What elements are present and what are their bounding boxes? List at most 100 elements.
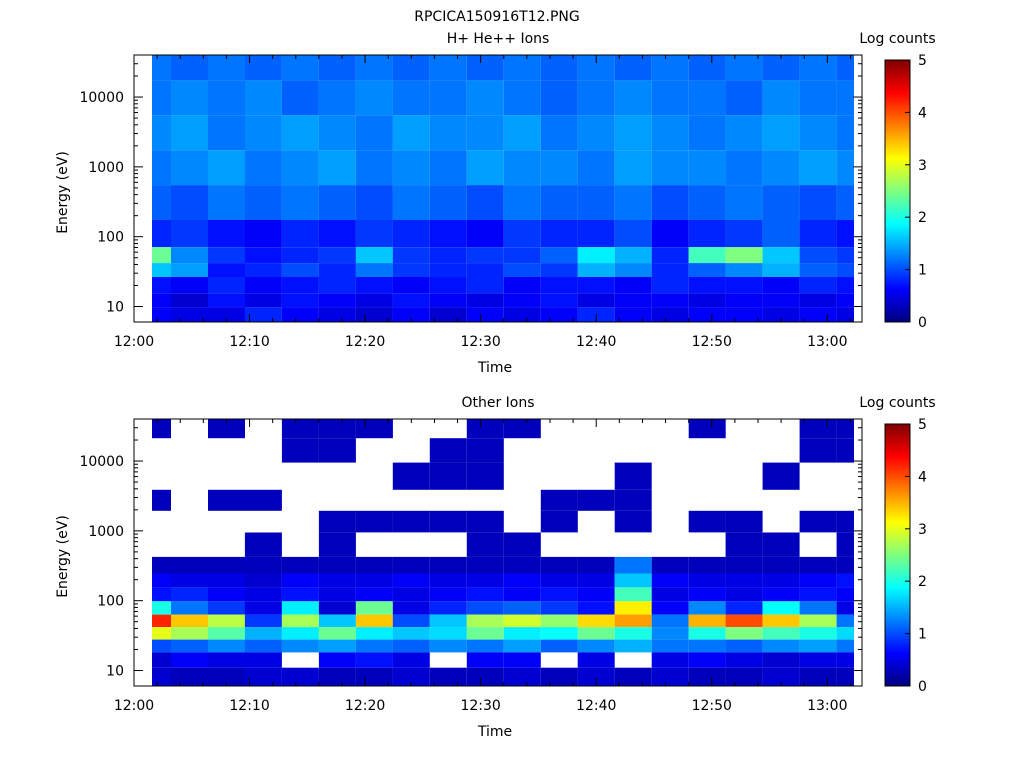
heatmap-cell <box>836 438 854 463</box>
heatmap-cell <box>429 220 467 248</box>
heatmap-cell <box>799 627 837 640</box>
heatmap-cell <box>281 614 319 628</box>
heatmap-cell <box>540 510 578 533</box>
heatmap-cell <box>355 614 393 628</box>
heatmap-cell <box>355 185 393 220</box>
heatmap-cell <box>836 307 854 322</box>
heatmap-cell <box>799 438 837 463</box>
heatmap-cell <box>152 627 171 640</box>
heatmap-cell <box>688 614 726 628</box>
heatmap-cell <box>725 277 763 294</box>
heatmap-cell <box>614 587 652 602</box>
heatmap-cell <box>503 614 541 628</box>
heatmap-cell <box>688 307 726 322</box>
heatmap-cell <box>540 556 578 574</box>
heatmap-cell <box>503 185 541 220</box>
heatmap-cell <box>725 510 763 533</box>
heatmap-cell <box>651 307 689 322</box>
heatmap-cell <box>208 614 245 628</box>
heatmap-cell <box>392 627 430 640</box>
heatmap-cell <box>244 667 282 686</box>
heatmap-cell <box>503 115 541 151</box>
heatmap-cell <box>171 627 208 640</box>
heatmap-cell <box>318 438 356 463</box>
heatmap-cell <box>799 510 837 533</box>
heatmap-cell <box>540 220 578 248</box>
heatmap-cell <box>762 80 800 116</box>
heatmap-cell <box>355 55 393 81</box>
heatmap-cell <box>540 80 578 116</box>
heatmap-cell <box>208 220 245 248</box>
heatmap-cell <box>836 277 854 294</box>
heatmap-cell <box>466 277 504 294</box>
y-tick-label: 10000 <box>79 90 124 106</box>
heatmap-cell <box>614 639 652 653</box>
heatmap-cell <box>651 220 689 248</box>
heatmap-cell <box>762 247 800 264</box>
heatmap-cell <box>171 556 208 574</box>
heatmap-cell <box>725 532 763 557</box>
heatmap-cell <box>799 150 837 186</box>
heatmap-cell <box>152 587 171 602</box>
heatmap-cell <box>577 614 615 628</box>
heatmap-cell <box>208 489 245 511</box>
heatmap-cell <box>429 627 467 640</box>
heatmap-cell <box>318 307 356 322</box>
heatmap-cell <box>152 307 171 322</box>
heatmap-cell <box>614 614 652 628</box>
heatmap-cell <box>244 55 282 81</box>
heatmap-cell <box>392 220 430 248</box>
colorbar-tick-label: 1 <box>918 263 927 279</box>
heatmap-cell <box>466 652 504 668</box>
heatmap-cell <box>171 307 208 322</box>
heatmap-cell <box>208 573 245 588</box>
heatmap-cell <box>836 419 854 439</box>
heatmap-cell <box>392 614 430 628</box>
heatmap-cell <box>171 639 208 653</box>
heatmap-cell <box>540 293 578 308</box>
heatmap-cell <box>355 639 393 653</box>
heatmap-cell <box>688 115 726 151</box>
heatmap-cell <box>614 601 652 615</box>
heatmap-cell <box>503 667 541 686</box>
x-tick-label: 13:00 <box>807 334 847 350</box>
heatmap-cell <box>244 80 282 116</box>
heatmap-cell <box>171 80 208 116</box>
x-tick-label: 12:40 <box>576 698 616 714</box>
heatmap-cell <box>503 556 541 574</box>
heatmap-cell <box>318 652 356 668</box>
heatmap-cell <box>171 667 208 686</box>
heatmap-cell <box>355 667 393 686</box>
heatmap-cell <box>799 573 837 588</box>
heatmap-cell <box>152 220 171 248</box>
heatmap-cell <box>762 627 800 640</box>
heatmap-cell <box>577 220 615 248</box>
heatmap-cell <box>244 614 282 628</box>
heatmap-cell <box>836 587 854 602</box>
heatmap-cell <box>429 247 467 264</box>
heatmap-cell <box>318 263 356 277</box>
heatmap-cell <box>355 263 393 277</box>
heatmap-cell <box>651 293 689 308</box>
heatmap-cell <box>577 80 615 116</box>
heatmap-cell <box>466 462 504 490</box>
heatmap-cell <box>171 185 208 220</box>
heatmap-cells <box>152 419 854 686</box>
heatmap-cell <box>466 601 504 615</box>
figure-title: RPCICA150916T12.PNG <box>414 9 579 25</box>
heatmap-cell <box>799 652 837 668</box>
heatmap-cell <box>651 556 689 574</box>
heatmap-cell <box>208 419 245 439</box>
colorbar-tick-label: 3 <box>918 522 927 538</box>
heatmap-cell <box>688 601 726 615</box>
y-axis-label: Energy (eV) <box>55 151 71 234</box>
heatmap-cell <box>392 667 430 686</box>
heatmap-cell <box>651 80 689 116</box>
heatmap-cell <box>318 627 356 640</box>
heatmap-cell <box>466 639 504 653</box>
heatmap-cell <box>318 532 356 557</box>
heatmap-cell <box>466 263 504 277</box>
heatmap-cell <box>429 263 467 277</box>
heatmap-cell <box>836 185 854 220</box>
heatmap-cell <box>836 293 854 308</box>
